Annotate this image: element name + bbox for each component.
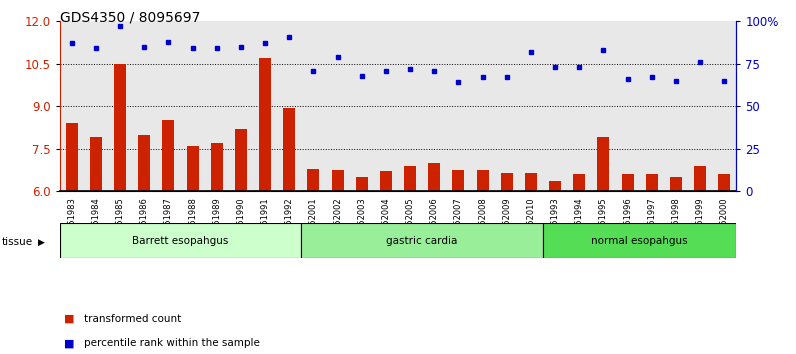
Bar (525, 173, 537, 191)
Bar (84, 21, 108, 191)
Text: normal esopahgus: normal esopahgus (591, 236, 688, 246)
Bar (422, 21, 447, 191)
Bar (543, 21, 567, 191)
Text: transformed count: transformed count (84, 314, 181, 324)
Text: tissue: tissue (2, 238, 33, 247)
Bar (428, 163, 440, 191)
Bar (694, 166, 706, 191)
Text: GDS4350 / 8095697: GDS4350 / 8095697 (60, 11, 200, 25)
Text: ■: ■ (64, 338, 74, 348)
Bar (640, 21, 664, 191)
Bar (404, 166, 416, 191)
Bar (108, 21, 132, 191)
Bar (162, 120, 174, 191)
Bar (259, 58, 271, 191)
Text: percentile rank within the sample: percentile rank within the sample (84, 338, 259, 348)
Text: gastric cardia: gastric cardia (387, 236, 458, 246)
Bar (664, 21, 688, 191)
Bar (374, 21, 398, 191)
Text: ▶: ▶ (38, 238, 45, 247)
Bar (452, 170, 464, 191)
Bar (186, 146, 199, 191)
Bar (398, 21, 422, 191)
Bar (277, 21, 302, 191)
Bar (567, 21, 591, 191)
Bar (60, 21, 84, 191)
Bar (646, 174, 657, 191)
Bar (356, 177, 368, 191)
Bar (470, 21, 494, 191)
Bar (307, 169, 319, 191)
Bar (181, 21, 205, 191)
Bar (205, 21, 229, 191)
Bar (132, 21, 156, 191)
Bar (718, 174, 730, 191)
Bar (712, 21, 736, 191)
Bar (302, 223, 543, 258)
Text: Barrett esopahgus: Barrett esopahgus (132, 236, 228, 246)
Bar (332, 170, 344, 191)
Bar (447, 21, 470, 191)
Bar (549, 181, 561, 191)
Bar (615, 21, 640, 191)
Bar (66, 123, 78, 191)
Bar (688, 21, 712, 191)
Bar (235, 129, 247, 191)
Bar (253, 21, 277, 191)
Bar (380, 171, 392, 191)
Bar (60, 223, 302, 258)
Bar (573, 174, 585, 191)
Bar (156, 21, 181, 191)
Bar (597, 137, 610, 191)
Bar (670, 177, 682, 191)
Bar (622, 174, 634, 191)
Text: ■: ■ (64, 314, 74, 324)
Bar (349, 21, 374, 191)
Bar (283, 108, 295, 191)
Bar (519, 21, 543, 191)
Bar (477, 170, 489, 191)
Bar (90, 137, 102, 191)
Bar (229, 21, 253, 191)
Bar (211, 143, 223, 191)
Bar (591, 21, 615, 191)
Bar (501, 173, 513, 191)
Bar (114, 64, 126, 191)
Bar (139, 135, 150, 191)
Bar (543, 223, 736, 258)
Bar (494, 21, 519, 191)
Bar (302, 21, 326, 191)
Bar (326, 21, 349, 191)
